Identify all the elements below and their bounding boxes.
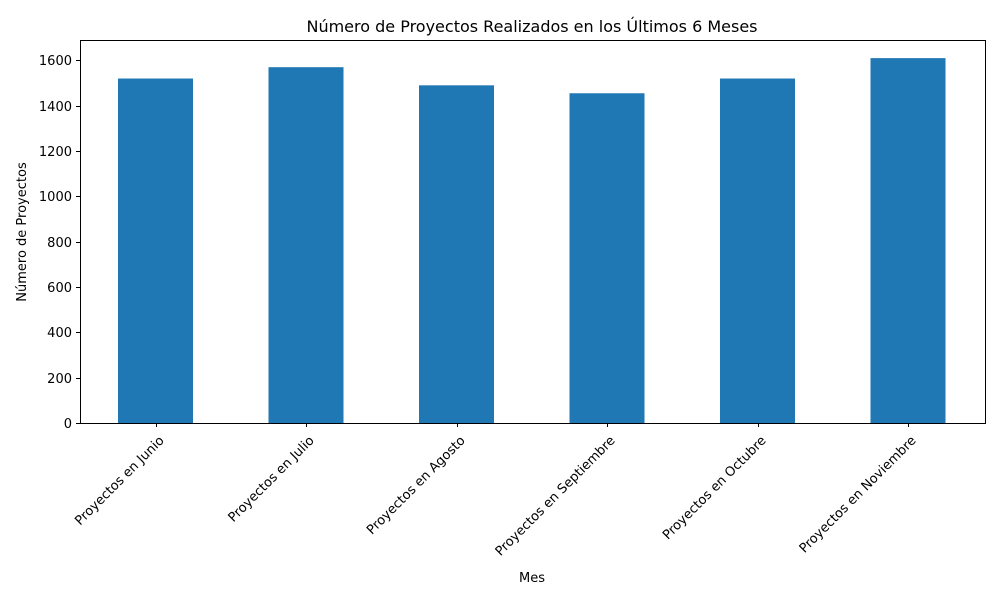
- chart-title: Número de Proyectos Realizados en los Úl…: [306, 17, 757, 36]
- x-tick-label: Proyectos en Octubre: [660, 433, 769, 542]
- y-tick-label: 1200: [39, 145, 72, 160]
- y-tick-label: 1400: [39, 100, 72, 115]
- x-tick-label: Proyectos en Julio: [226, 433, 318, 525]
- plot-area: [118, 58, 946, 424]
- bar-4: [569, 93, 645, 424]
- y-tick-label: 400: [47, 326, 72, 341]
- bar-6: [870, 58, 946, 423]
- plot-frame: [80, 40, 986, 424]
- x-tick-label: Proyectos en Noviembre: [797, 433, 920, 556]
- y-tick-label: 1600: [39, 54, 72, 69]
- x-axis-title: Mes: [519, 571, 545, 586]
- y-tick-label: 1000: [39, 190, 72, 205]
- y-axis: 0 200 400 600 800 1000 1200 1400 1600: [39, 54, 80, 432]
- x-tick-label: Proyectos en Septiembre: [493, 433, 619, 559]
- bar-3: [419, 85, 494, 424]
- x-tick-label: Proyectos en Agosto: [364, 433, 468, 537]
- x-axis: Proyectos en Junio Proyectos en Julio Proy…: [72, 423, 920, 559]
- y-tick-label: 800: [47, 236, 72, 251]
- bar-5: [720, 78, 795, 424]
- y-axis-title: Número de Proyectos: [15, 162, 30, 302]
- y-tick-label: 200: [47, 372, 72, 387]
- x-tick-label: Proyectos en Junio: [72, 433, 167, 528]
- bar-1: [118, 78, 193, 424]
- y-tick-label: 600: [47, 281, 72, 296]
- y-tick-label: 0: [64, 417, 72, 432]
- bar-2: [268, 67, 344, 424]
